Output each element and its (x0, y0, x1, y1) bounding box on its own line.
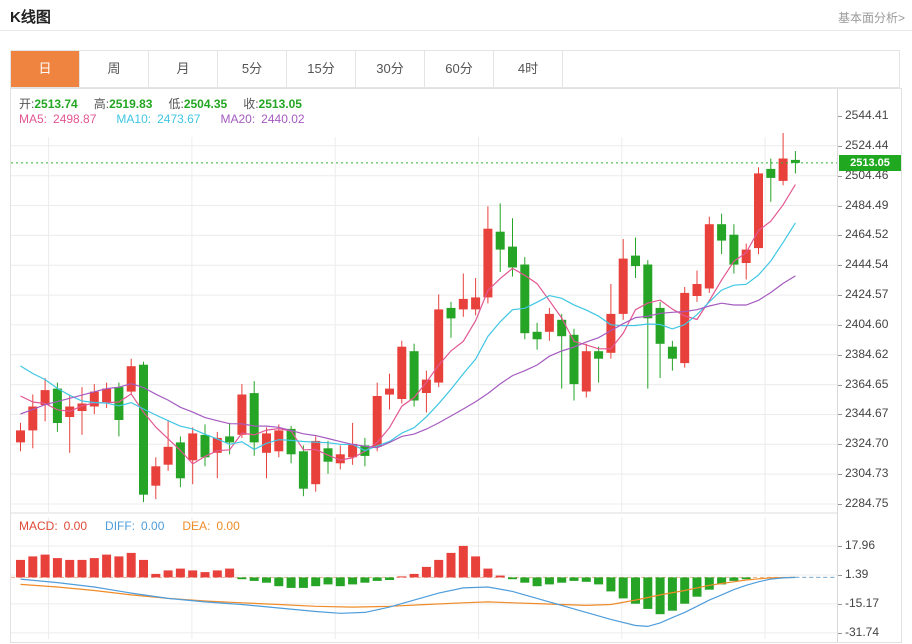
diff-value: 0.00 (141, 519, 165, 533)
price-axis-label: 2444.54 (845, 257, 889, 271)
price-axis-label: 2304.73 (845, 466, 889, 480)
kline-macd-chart[interactable] (11, 89, 837, 642)
price-axis-label-dash (838, 206, 842, 207)
close-label: 收: (243, 97, 259, 111)
macd-axis-label: -15.17 (845, 596, 880, 610)
tab-30分[interactable]: 30分 (356, 51, 425, 87)
ma-legend-row: MA5: 2498.87 MA10: 2473.67 MA20: 2440.02 (19, 112, 311, 126)
price-axis-label-dash (838, 146, 842, 147)
price-axis-label: 2364.65 (845, 377, 889, 391)
open-label: 开: (19, 97, 35, 111)
macd-axis-label-dash (838, 546, 842, 547)
price-axis-label: 2344.67 (845, 406, 889, 420)
price-axis-label-dash (838, 385, 842, 386)
price-axis-label-dash (838, 414, 842, 415)
macd-label: MACD: (19, 519, 58, 533)
price-axis-label-dash (838, 295, 842, 296)
macd-axis-label-dash (838, 575, 842, 576)
price-axis: 2544.41 2524.44 2504.46 2484.49 2464.52 2444.… (837, 89, 902, 642)
ma10-label: MA10: (116, 112, 152, 126)
ma5-label: MA5: (19, 112, 48, 126)
macd-axis-label: 17.96 (845, 538, 876, 552)
low-value: 2504.35 (183, 97, 228, 111)
macd-axis-label: 1.39 (845, 567, 869, 581)
price-axis-label-dash (838, 265, 842, 266)
tab-日[interactable]: 日 (11, 51, 80, 87)
price-axis-label-dash (838, 444, 842, 445)
chart-container: 开:2513.74 高:2519.83 低:2504.35 收:2513.05 MA5… (10, 88, 902, 643)
tab-60分[interactable]: 60分 (425, 51, 494, 87)
ma5-value: 2498.87 (53, 112, 97, 126)
price-axis-label: 2504.46 (845, 168, 889, 182)
price-axis-label-dash (838, 116, 842, 117)
price-axis-label: 2404.60 (845, 317, 889, 331)
price-axis-label: 2384.62 (845, 347, 889, 361)
macd-axis-label-dash (838, 633, 842, 634)
macd-axis-label: -31.74 (845, 625, 880, 639)
close-value: 2513.05 (258, 97, 302, 111)
tab-bar: 日周月 5分 15分 30分 60分 4时 (10, 50, 900, 88)
price-axis-label: 2284.75 (845, 496, 889, 510)
high-value: 2519.83 (109, 97, 153, 111)
open-value: 2513.74 (34, 97, 78, 111)
ohlc-row: 开:2513.74 高:2519.83 低:2504.35 收:2513.05 (19, 95, 318, 112)
macd-axis-label-dash (838, 604, 842, 605)
fundamental-analysis-link[interactable]: 基本面分析> (837, 11, 905, 25)
dea-label: DEA: (182, 519, 211, 533)
tab-4时[interactable]: 4时 (494, 51, 563, 87)
price-axis-label: 2464.52 (845, 227, 889, 241)
tab-周[interactable]: 周 (80, 51, 149, 87)
price-axis-label: 2324.70 (845, 436, 889, 450)
tab-15分[interactable]: 15分 (287, 51, 356, 87)
price-axis-label-dash (838, 474, 842, 475)
tab-月[interactable]: 月 (149, 51, 218, 87)
diff-label: DIFF: (105, 519, 136, 533)
page-title: K线图 (10, 9, 51, 26)
price-axis-label-dash (838, 325, 842, 326)
high-label: 高: (93, 97, 110, 111)
price-axis-label-dash (838, 235, 842, 236)
macd-value: 0.00 (63, 519, 88, 533)
price-axis-label-dash (838, 176, 842, 177)
header-divider (0, 30, 912, 31)
price-axis-label-dash (838, 504, 842, 505)
current-price-tag: 2513.05 (839, 155, 901, 171)
ma20-label: MA20: (220, 112, 256, 126)
ma20-value: 2440.02 (261, 112, 305, 126)
price-axis-label: 2424.57 (845, 287, 889, 301)
ma10-value: 2473.67 (157, 112, 201, 126)
price-axis-label-dash (838, 355, 842, 356)
price-axis-label: 2484.49 (845, 198, 889, 212)
price-axis-label: 2524.44 (845, 138, 889, 152)
tab-5分[interactable]: 5分 (218, 51, 287, 87)
dea-value: 0.00 (216, 519, 240, 533)
low-label: 低: (168, 97, 184, 111)
price-axis-label: 2544.41 (845, 108, 889, 122)
macd-legend-row: MACD: 0.00 DIFF: 0.00 DEA: 0.00 (19, 519, 246, 533)
